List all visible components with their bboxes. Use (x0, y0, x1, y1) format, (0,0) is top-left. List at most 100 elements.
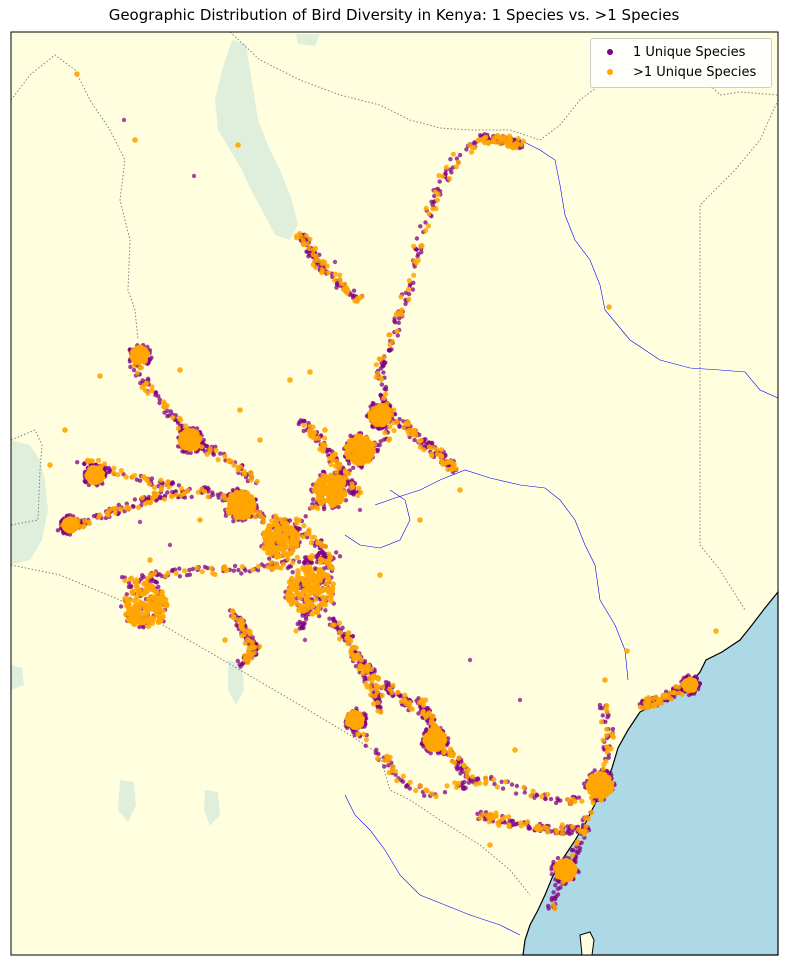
observation-point (378, 439, 383, 444)
observation-point (301, 422, 307, 428)
observation-point (610, 726, 616, 732)
observation-point (141, 474, 147, 480)
observation-point (231, 508, 238, 514)
observation-point (582, 781, 587, 786)
observation-point (325, 492, 332, 499)
observation-point (483, 775, 489, 781)
observation-point (134, 370, 141, 376)
observation-point (131, 362, 137, 369)
observation-point (289, 534, 296, 541)
observation-point (425, 223, 432, 229)
observation-point (222, 453, 228, 459)
observation-point (210, 492, 215, 498)
observation-point (307, 252, 312, 257)
river-tana (519, 139, 779, 399)
observation-point (418, 437, 424, 443)
observation-point (592, 783, 599, 789)
observation-point (552, 906, 558, 912)
observation-point (469, 149, 475, 155)
observation-point (326, 562, 333, 569)
observation-point (307, 236, 313, 242)
observation-point (303, 514, 308, 519)
observation-point (576, 826, 582, 833)
observation-point (398, 294, 404, 300)
observation-point (241, 469, 247, 475)
observation-point (382, 404, 388, 410)
observation-point (358, 457, 364, 463)
observation-point (423, 714, 429, 720)
observation-point (326, 551, 332, 557)
observation-point (242, 640, 248, 646)
observation-point (668, 696, 674, 702)
observation-point (207, 446, 213, 452)
observation-point (239, 571, 244, 576)
observation-point (349, 478, 355, 483)
observation-point (132, 497, 138, 502)
observation-point (450, 151, 456, 157)
observation-point (329, 482, 335, 489)
observation-point (364, 457, 370, 464)
observation-point (247, 628, 253, 635)
observation-point (127, 581, 132, 586)
observation-point (177, 566, 182, 571)
observation-point (301, 523, 307, 529)
observation-point (569, 848, 575, 853)
observation-point (430, 206, 436, 212)
observation-point (413, 787, 419, 794)
observation-point (230, 615, 236, 621)
observation-point (548, 796, 554, 802)
observation-point (500, 786, 506, 791)
observation-point (317, 446, 323, 452)
observation-point (387, 332, 393, 338)
observation-point (123, 602, 130, 609)
observation-point (356, 654, 362, 660)
observation-point (359, 465, 364, 470)
observation-point (443, 164, 449, 170)
observation-point (379, 382, 385, 387)
observation-point (155, 619, 162, 625)
observation-point (311, 534, 318, 540)
observation-point (165, 479, 171, 485)
observation-point (167, 542, 173, 548)
observation-point (113, 505, 119, 511)
observation-point (82, 478, 87, 484)
observation-point (424, 706, 430, 711)
observation-point (270, 566, 276, 572)
observation-point (403, 301, 408, 307)
observation-point (115, 472, 121, 478)
observation-point (455, 159, 461, 165)
observation-point (534, 792, 539, 797)
observation-point (307, 575, 314, 581)
observation-point (369, 414, 376, 421)
observation-point (381, 395, 387, 401)
observation-point (382, 764, 387, 769)
observation-point (451, 464, 457, 470)
observation-point (552, 895, 557, 900)
observation-point (596, 788, 603, 795)
observation-point (576, 795, 582, 800)
observation-point (590, 800, 596, 806)
observation-point (329, 454, 335, 460)
observation-point (309, 504, 315, 510)
observation-point (265, 564, 271, 570)
observation-point (430, 720, 437, 726)
observation-point (236, 567, 241, 573)
observation-point (337, 636, 343, 642)
observation-point (418, 224, 423, 229)
observation-point (318, 500, 325, 507)
observation-point (421, 447, 427, 453)
observation-point (417, 783, 424, 789)
observation-point (394, 328, 400, 334)
observation-point (313, 264, 319, 270)
observation-point (567, 831, 572, 837)
observation-point (317, 567, 323, 573)
observation-point (238, 489, 245, 495)
observation-point (430, 445, 436, 451)
observation-point (257, 512, 264, 519)
observation-point (417, 444, 423, 450)
observation-point (208, 565, 214, 571)
observation-point (376, 426, 381, 431)
observation-point (160, 608, 166, 614)
observation-point (423, 437, 428, 442)
